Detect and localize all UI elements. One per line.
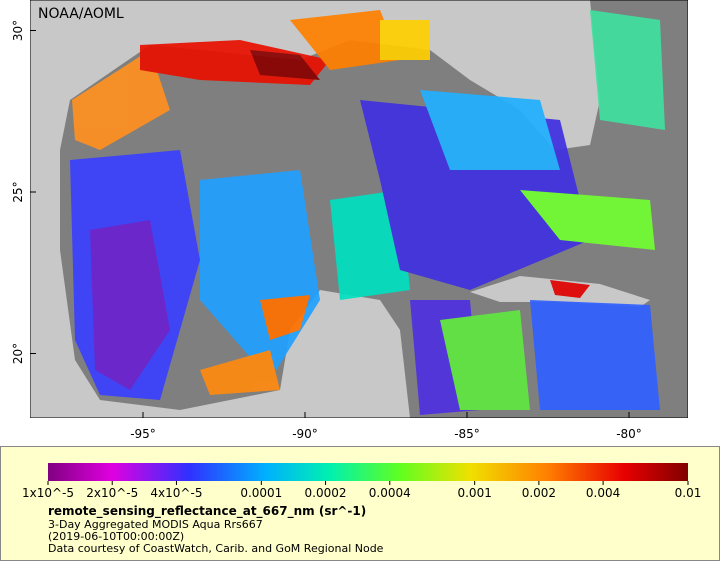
- colorbar-label: 0.0002: [305, 486, 347, 500]
- x-tick-label: -80°: [616, 427, 642, 441]
- y-tick-label: 25°: [11, 181, 25, 202]
- map-area: [30, 0, 688, 418]
- colorbar-label: 0.01: [675, 486, 702, 500]
- colorbar-label: 0.002: [522, 486, 556, 500]
- colorbar-label: 2x10^-5: [86, 486, 138, 500]
- colorbar-label: 0.001: [457, 486, 491, 500]
- variable-name: remote_sensing_reflectance_at_667_nm (sr…: [48, 504, 366, 519]
- colorbar-label: 0.0004: [369, 486, 411, 500]
- colorbar-label: 1x10^-5: [22, 486, 74, 500]
- colorbar-label: 4x10^-5: [150, 486, 202, 500]
- x-tick-label: -95°: [130, 427, 156, 441]
- x-tick-label: -85°: [454, 427, 480, 441]
- colorbar-label: 0.004: [586, 486, 620, 500]
- caption-line: Data courtesy of CoastWatch, Carib. and …: [48, 542, 384, 555]
- title-box: [35, 2, 130, 24]
- reflectance-field: [70, 10, 665, 415]
- ticks: [30, 30, 630, 418]
- colorbar: [48, 463, 688, 481]
- colorbar-label: 0.0001: [240, 486, 282, 500]
- map-title: NOAA/AOML: [38, 6, 124, 22]
- caption-line: (2019-06-10T00:00:00Z): [48, 530, 184, 543]
- x-tick-label: -90°: [292, 427, 318, 441]
- y-tick-label: 20°: [11, 343, 25, 364]
- caption-line: 3-Day Aggregated MODIS Aqua Rrs667: [48, 518, 263, 531]
- y-tick-label: 30°: [11, 20, 25, 41]
